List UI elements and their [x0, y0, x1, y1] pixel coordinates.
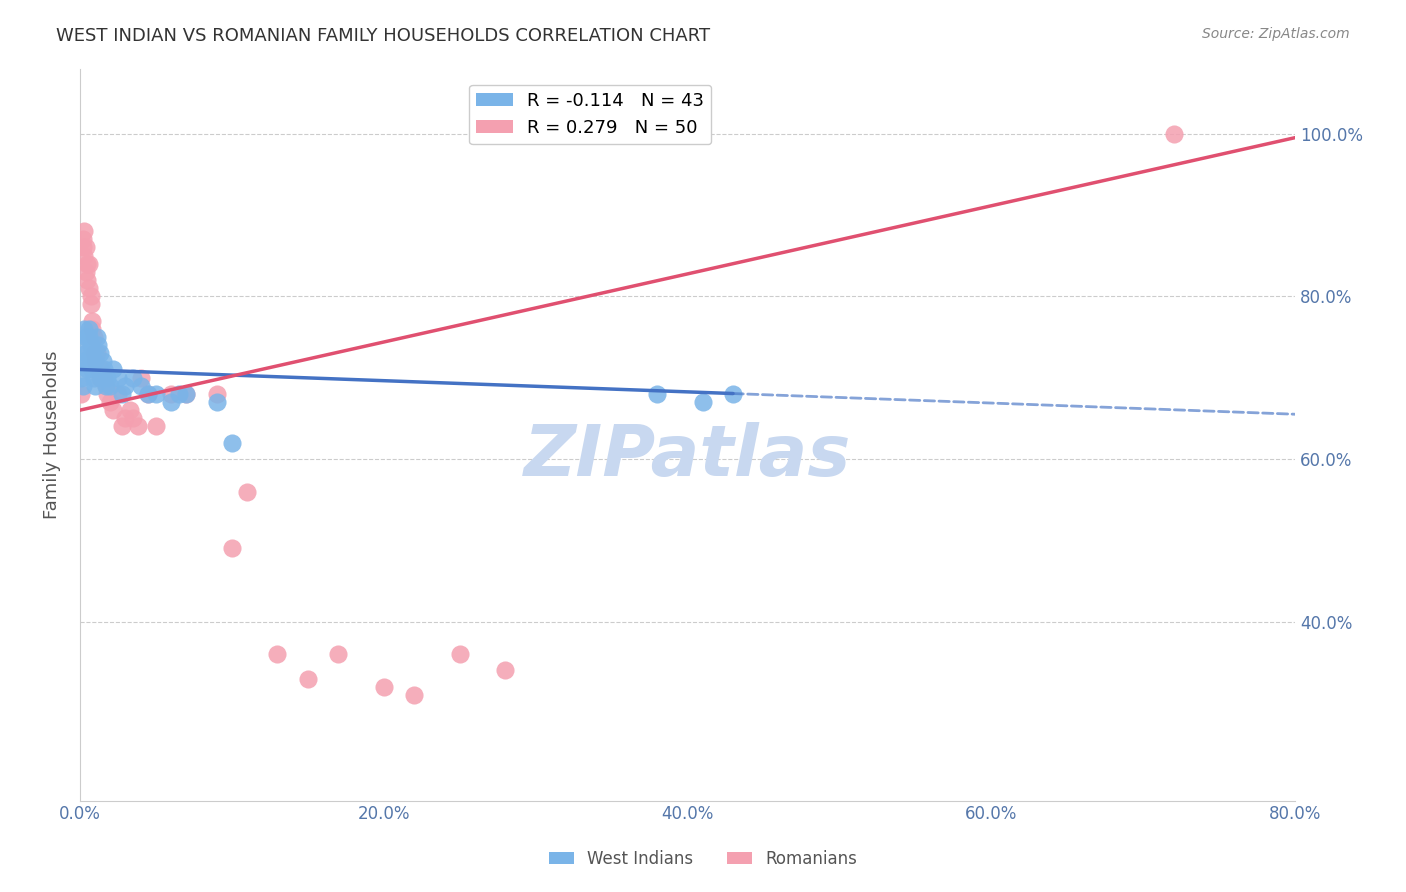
Point	[76, 354, 98, 368]
Point	[266, 647, 288, 661]
Point	[83, 346, 105, 360]
Point	[122, 411, 145, 425]
Point	[72, 240, 94, 254]
Point	[449, 647, 471, 661]
Point	[129, 378, 152, 392]
Point	[84, 354, 107, 368]
Point	[77, 281, 100, 295]
Point	[90, 362, 112, 376]
Point	[77, 257, 100, 271]
Point	[494, 664, 516, 678]
Point	[87, 338, 110, 352]
Point	[174, 387, 197, 401]
Point	[174, 387, 197, 401]
Point	[221, 541, 243, 556]
Point	[103, 403, 125, 417]
Point	[103, 362, 125, 376]
Point	[96, 387, 118, 401]
Point	[136, 387, 159, 401]
Point	[145, 387, 167, 401]
Point	[107, 370, 129, 384]
Point	[72, 232, 94, 246]
Point	[221, 435, 243, 450]
Point	[91, 370, 114, 384]
Point	[79, 297, 101, 311]
Point	[84, 354, 107, 368]
Point	[402, 688, 425, 702]
Text: WEST INDIAN VS ROMANIAN FAMILY HOUSEHOLDS CORRELATION CHART: WEST INDIAN VS ROMANIAN FAMILY HOUSEHOLD…	[56, 27, 710, 45]
Point	[127, 419, 149, 434]
Point	[645, 387, 668, 401]
Point	[297, 672, 319, 686]
Point	[114, 378, 136, 392]
Y-axis label: Family Households: Family Households	[44, 351, 60, 519]
Point	[70, 370, 93, 384]
Point	[80, 322, 103, 336]
Point	[73, 338, 96, 352]
Point	[89, 370, 111, 384]
Point	[75, 346, 97, 360]
Point	[205, 387, 228, 401]
Point	[107, 387, 129, 401]
Point	[77, 330, 100, 344]
Legend: West Indians, Romanians: West Indians, Romanians	[543, 844, 863, 875]
Point	[75, 240, 97, 254]
Point	[90, 370, 112, 384]
Point	[86, 330, 108, 344]
Point	[160, 387, 183, 401]
Point	[94, 378, 117, 392]
Point	[91, 354, 114, 368]
Point	[236, 484, 259, 499]
Point	[1163, 127, 1185, 141]
Point	[122, 370, 145, 384]
Point	[167, 387, 190, 401]
Point	[75, 265, 97, 279]
Point	[72, 354, 94, 368]
Point	[93, 370, 115, 384]
Point	[114, 411, 136, 425]
Point	[87, 362, 110, 376]
Point	[98, 378, 121, 392]
Point	[111, 419, 134, 434]
Point	[93, 362, 115, 376]
Point	[129, 370, 152, 384]
Point	[76, 362, 98, 376]
Point	[70, 387, 93, 401]
Text: Source: ZipAtlas.com: Source: ZipAtlas.com	[1202, 27, 1350, 41]
Point	[76, 257, 98, 271]
Point	[79, 338, 101, 352]
Point	[94, 378, 117, 392]
Point	[721, 387, 744, 401]
Point	[73, 224, 96, 238]
Point	[96, 370, 118, 384]
Point	[86, 346, 108, 360]
Point	[98, 395, 121, 409]
Point	[83, 370, 105, 384]
Point	[80, 314, 103, 328]
Legend: R = -0.114   N = 43, R = 0.279   N = 50: R = -0.114 N = 43, R = 0.279 N = 50	[470, 85, 711, 145]
Point	[77, 322, 100, 336]
Point	[72, 378, 94, 392]
Point	[205, 395, 228, 409]
Point	[80, 346, 103, 360]
Point	[73, 322, 96, 336]
Point	[111, 387, 134, 401]
Point	[89, 346, 111, 360]
Point	[118, 403, 141, 417]
Point	[136, 387, 159, 401]
Point	[73, 249, 96, 263]
Point	[80, 362, 103, 376]
Point	[79, 354, 101, 368]
Point	[84, 378, 107, 392]
Point	[76, 273, 98, 287]
Point	[692, 395, 714, 409]
Point	[160, 395, 183, 409]
Text: ZIPatlas: ZIPatlas	[524, 422, 851, 491]
Point	[145, 419, 167, 434]
Point	[75, 330, 97, 344]
Point	[79, 289, 101, 303]
Point	[326, 647, 349, 661]
Point	[83, 330, 105, 344]
Point	[373, 680, 395, 694]
